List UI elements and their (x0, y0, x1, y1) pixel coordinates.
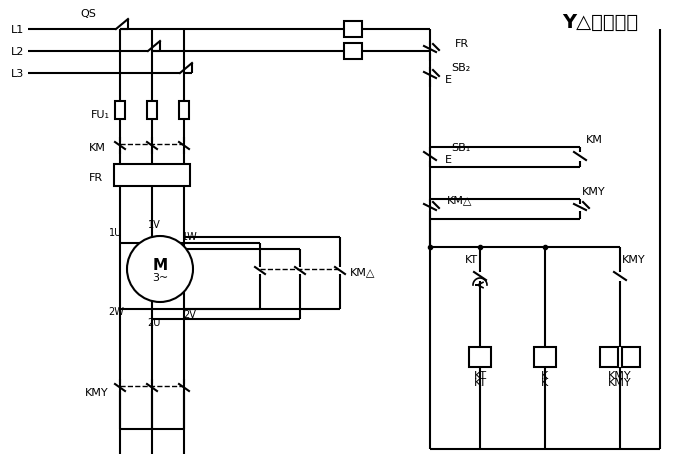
Text: KMY: KMY (85, 387, 109, 397)
Text: 1V: 1V (147, 219, 161, 229)
Text: L3: L3 (12, 69, 25, 79)
Text: FU₂: FU₂ (344, 42, 362, 52)
Text: E: E (445, 155, 452, 165)
Text: SB₁: SB₁ (451, 143, 471, 153)
Text: KMY: KMY (608, 370, 632, 380)
Bar (115, 102, 125, 120)
Bar (147, 102, 157, 120)
Text: M: M (152, 257, 167, 272)
Text: L2: L2 (11, 47, 25, 57)
Text: KT: KT (473, 377, 486, 387)
Text: 1U: 1U (110, 228, 123, 238)
Text: KT: KT (473, 370, 486, 380)
Bar (344, 44, 362, 60)
Text: 1W: 1W (182, 231, 198, 241)
Text: KM: KM (89, 143, 105, 153)
Text: K: K (542, 370, 548, 380)
Text: KMY: KMY (582, 187, 606, 197)
Text: KM△: KM△ (447, 195, 473, 205)
Text: KMY: KMY (622, 255, 646, 265)
Text: FU₁: FU₁ (90, 110, 110, 120)
Bar (600, 347, 618, 367)
Bar (622, 347, 640, 367)
Circle shape (127, 237, 193, 302)
Text: 2U: 2U (147, 317, 161, 327)
Text: 2V: 2V (183, 309, 196, 319)
Bar (114, 165, 190, 187)
Text: E: E (445, 75, 452, 85)
Text: SB₂: SB₂ (451, 63, 471, 73)
Text: KT: KT (465, 255, 478, 265)
Text: 3~: 3~ (152, 272, 168, 282)
Text: FR: FR (455, 39, 469, 49)
Bar (344, 22, 362, 38)
Text: KMY: KMY (608, 377, 632, 387)
Text: KM△: KM△ (350, 267, 376, 277)
Text: QS: QS (80, 9, 96, 19)
Bar (179, 102, 189, 120)
Bar (469, 347, 491, 367)
Text: KM: KM (586, 135, 602, 145)
Text: Y△降压起动: Y△降压起动 (562, 12, 638, 31)
Text: 2W: 2W (108, 307, 124, 317)
Text: L1: L1 (12, 25, 25, 35)
Text: FR: FR (89, 173, 103, 183)
Bar (534, 347, 556, 367)
Text: K: K (542, 377, 548, 387)
